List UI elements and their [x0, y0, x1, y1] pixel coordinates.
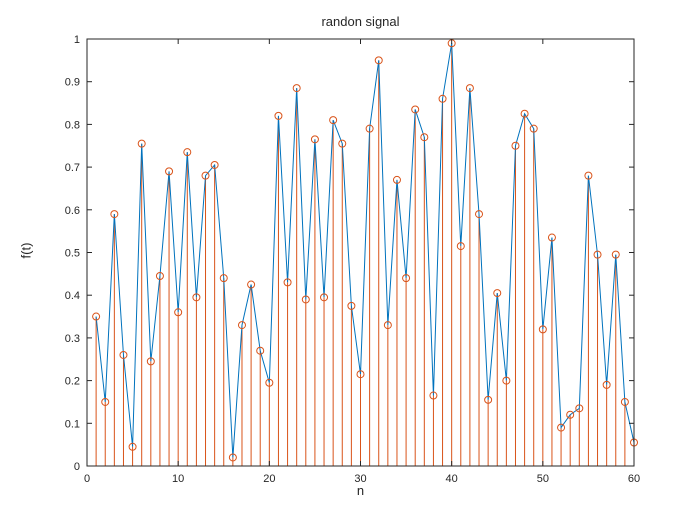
stem-marker	[356, 370, 365, 379]
stem-marker	[456, 242, 465, 251]
stem-marker	[383, 321, 392, 330]
stem-marker	[575, 404, 584, 413]
stem-marker	[338, 139, 347, 148]
stem-marker	[584, 171, 593, 180]
stem-lines	[95, 43, 635, 466]
x-tick-label: 60	[628, 473, 640, 485]
y-axis-label: f(t)	[18, 242, 34, 259]
stem-marker	[566, 410, 575, 419]
y-tick-label: 0.4	[65, 290, 80, 302]
stem-marker	[593, 250, 602, 259]
stem-marker	[128, 442, 137, 451]
y-tick-label: 0.5	[65, 248, 80, 260]
stem-marker	[301, 295, 310, 304]
x-tick-label: 50	[537, 473, 549, 485]
stem-marker	[438, 94, 447, 103]
stem-marker	[92, 312, 101, 321]
stem-marker	[411, 105, 420, 114]
signal-line	[95, 43, 635, 458]
stem-marker	[201, 171, 210, 180]
stem-marker	[620, 397, 629, 406]
stem-marker	[183, 148, 192, 157]
stem-marker	[110, 210, 119, 219]
stem-marker	[557, 423, 566, 432]
y-tick-label: 0.1	[65, 418, 80, 430]
x-tick-label: 10	[172, 473, 184, 485]
stem-marker	[320, 293, 329, 302]
y-tick-label: 0	[74, 461, 80, 473]
stem-marker	[511, 141, 520, 150]
y-tick-label: 0.3	[65, 333, 80, 345]
stem-marker	[137, 139, 146, 148]
stem-marker	[493, 289, 502, 298]
stem-marker	[146, 357, 155, 366]
stem-marker	[292, 84, 301, 93]
y-tick-label: 0.7	[65, 162, 80, 174]
stem-marker	[165, 167, 174, 176]
stem-marker	[247, 280, 256, 289]
stem-marker	[256, 346, 265, 355]
stem-marker	[174, 308, 183, 317]
x-tick-label: 0	[84, 473, 90, 485]
stem-marker	[547, 233, 556, 242]
stem-marker	[402, 274, 411, 283]
x-tick-label: 40	[446, 473, 458, 485]
stem-marker	[192, 293, 201, 302]
stem-marker	[119, 350, 128, 359]
stem-marker	[520, 109, 529, 118]
y-tick-label: 1	[74, 34, 80, 46]
stem-marker	[538, 325, 547, 334]
signal-polyline	[95, 43, 635, 458]
stem-marker	[392, 175, 401, 184]
stem-marker	[274, 111, 283, 120]
stem-marker	[265, 378, 274, 387]
stem-marker	[155, 271, 164, 280]
y-tick-label: 0.2	[65, 376, 80, 388]
stem-marker	[420, 133, 429, 142]
stem-marker	[374, 56, 383, 65]
x-tick-label: 20	[263, 473, 275, 485]
stem-marker	[329, 116, 338, 125]
stem-marker	[465, 84, 474, 93]
stem-marker	[237, 321, 246, 330]
stem-marker	[602, 380, 611, 389]
chart-title: randon signal	[321, 14, 400, 29]
y-tick-label: 0.6	[65, 205, 80, 217]
stem-marker	[365, 124, 374, 133]
x-axis-label: n	[356, 483, 365, 498]
stem-marker	[228, 453, 237, 462]
x-tick-label: 30	[354, 473, 366, 485]
stem-marker	[529, 124, 538, 133]
stem-marker	[101, 397, 110, 406]
stem-marker	[502, 376, 511, 385]
stem-marker	[484, 395, 493, 404]
stem-marker	[219, 274, 228, 283]
stem-marker	[611, 250, 620, 259]
stem-marker	[310, 135, 319, 144]
y-tick-label: 0.8	[65, 119, 80, 131]
stem-marker	[347, 301, 356, 310]
y-tick-label: 0.9	[65, 77, 80, 89]
stem-marker	[283, 278, 292, 287]
stem-marker	[429, 391, 438, 400]
stem-marker	[475, 210, 484, 219]
stem-markers	[92, 39, 638, 462]
stem-marker	[210, 160, 219, 169]
axes: 0 10 20 30 40 50 60 0 0.1 0.2 0.3 0.4 0.5 0.6 0.7 0.8 0.…	[65, 34, 640, 485]
